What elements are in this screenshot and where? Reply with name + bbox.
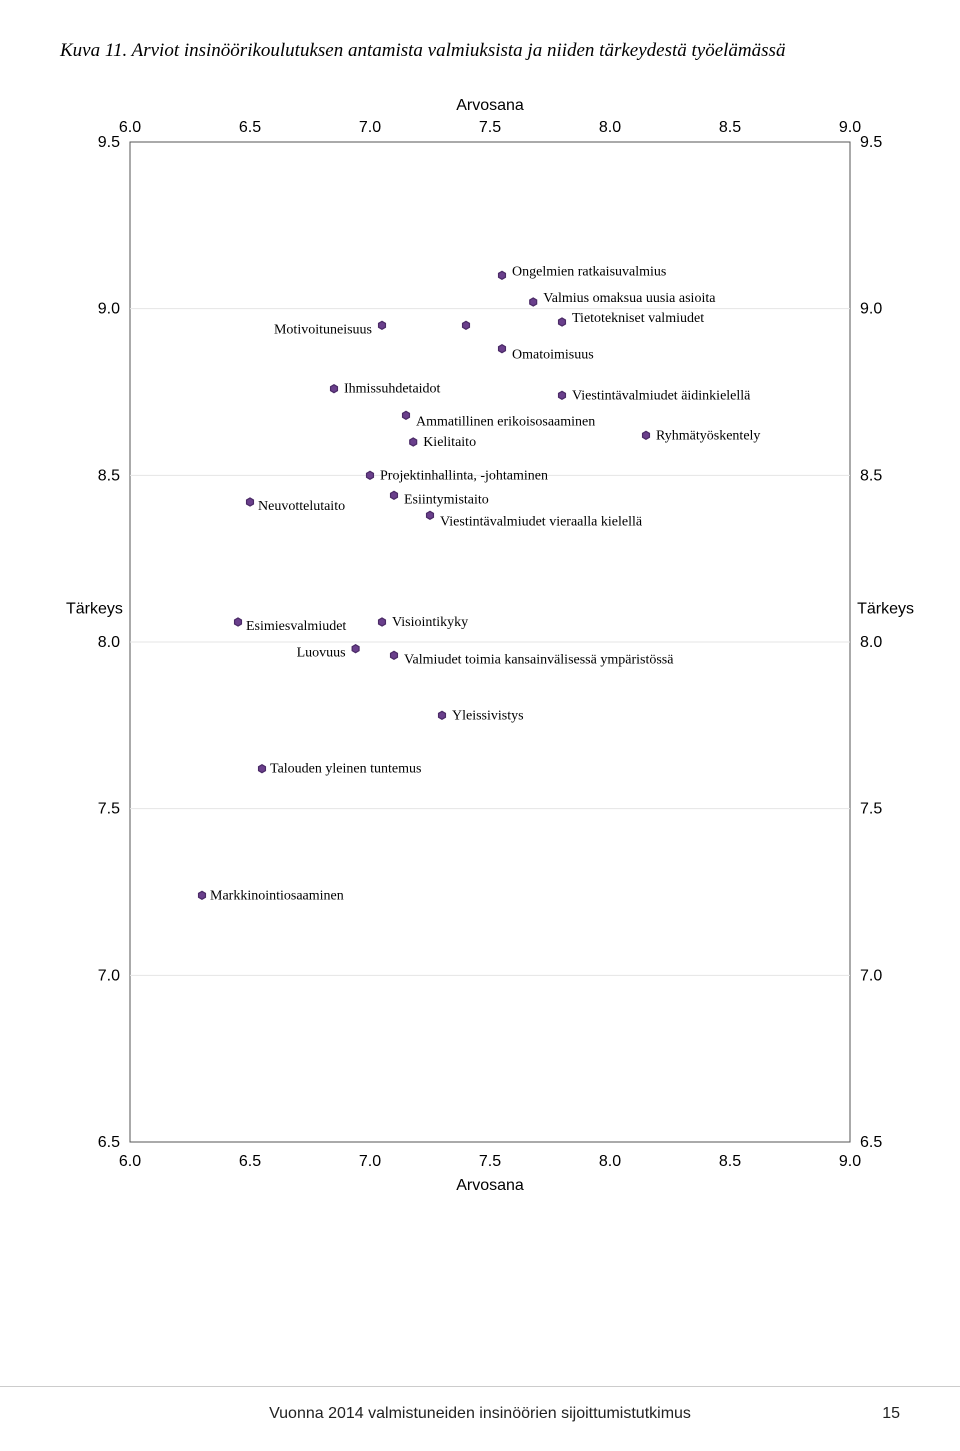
svg-text:7.0: 7.0 [860,967,882,984]
svg-text:9.5: 9.5 [860,134,882,151]
svg-text:8.5: 8.5 [98,467,120,484]
svg-text:Ryhmätyöskentely: Ryhmätyöskentely [656,428,760,443]
svg-text:Esiintymistaito: Esiintymistaito [404,492,489,507]
svg-text:Motivoituneisuus: Motivoituneisuus [274,322,372,337]
svg-text:8.0: 8.0 [599,1153,621,1170]
svg-text:Valmius omaksua uusia asioita: Valmius omaksua uusia asioita [543,291,716,306]
svg-text:6.5: 6.5 [239,1153,261,1170]
svg-text:7.5: 7.5 [860,801,882,818]
svg-text:Tietotekniset valmiudet: Tietotekniset valmiudet [572,311,704,326]
svg-text:Visiointikyky: Visiointikyky [392,615,468,630]
svg-text:Ihmissuhdetaidot: Ihmissuhdetaidot [344,382,441,397]
svg-text:8.0: 8.0 [98,634,120,651]
svg-text:7.0: 7.0 [359,1153,381,1170]
svg-text:Arvosana: Arvosana [456,97,524,114]
svg-text:6.0: 6.0 [119,1153,141,1170]
svg-text:7.5: 7.5 [479,119,501,136]
svg-text:9.0: 9.0 [839,119,861,136]
svg-text:Ammatillinen erikoisosaaminen: Ammatillinen erikoisosaaminen [416,414,595,429]
svg-text:Ongelmien ratkaisuvalmius: Ongelmien ratkaisuvalmius [512,264,666,279]
scatter-chart: Arvosana 6.0 6.5 7.0 7.5 8.0 8.5 9.0 6.5 7.0 7.5 8.… [60,92,900,1242]
svg-text:8.0: 8.0 [599,119,621,136]
chart-title: Kuva 11. Arviot insinöörikoulutuksen ant… [60,40,900,62]
svg-text:Neuvottelutaito: Neuvottelutaito [258,499,345,514]
svg-text:Esimiesvalmiudet: Esimiesvalmiudet [246,619,346,634]
svg-text:7.5: 7.5 [479,1153,501,1170]
page-footer: Vuonna 2014 valmistuneiden insinöörien s… [0,1386,960,1423]
svg-text:Viestintävalmiudet vieraalla k: Viestintävalmiudet vieraalla kielellä [440,514,643,529]
svg-text:Markkinointiosaaminen: Markkinointiosaaminen [210,888,344,903]
svg-text:Kielitaito: Kielitaito [423,435,476,450]
svg-text:Omatoimisuus: Omatoimisuus [512,348,594,363]
svg-text:Projektinhallinta, -johtaminen: Projektinhallinta, -johtaminen [380,468,548,483]
svg-text:6.0: 6.0 [119,119,141,136]
footer-text: Vuonna 2014 valmistuneiden insinöörien s… [269,1405,691,1422]
svg-text:8.5: 8.5 [860,467,882,484]
svg-text:6.5: 6.5 [98,1134,120,1151]
svg-text:Viestintävalmiudet äidinkielel: Viestintävalmiudet äidinkielellä [572,388,751,403]
svg-text:9.0: 9.0 [839,1153,861,1170]
svg-text:8.0: 8.0 [860,634,882,651]
svg-text:8.5: 8.5 [719,119,741,136]
svg-text:7.0: 7.0 [98,967,120,984]
svg-text:Valmiudet toimia kansainvälise: Valmiudet toimia kansainvälisessä ympäri… [404,652,674,667]
svg-text:9.0: 9.0 [860,301,882,318]
page-number: 15 [882,1405,900,1423]
svg-text:Yleissivistys: Yleissivistys [452,708,524,723]
svg-text:9.5: 9.5 [98,134,120,151]
svg-text:7.5: 7.5 [98,801,120,818]
svg-text:6.5: 6.5 [860,1134,882,1151]
svg-text:8.5: 8.5 [719,1153,741,1170]
svg-text:9.0: 9.0 [98,301,120,318]
svg-text:Tärkeys: Tärkeys [857,600,914,617]
svg-text:Talouden yleinen tuntemus: Talouden yleinen tuntemus [270,762,421,777]
svg-text:Arvosana: Arvosana [456,1177,524,1194]
svg-text:Tärkeys: Tärkeys [66,600,123,617]
svg-text:6.5: 6.5 [239,119,261,136]
svg-text:Luovuus: Luovuus [297,646,346,661]
svg-text:7.0: 7.0 [359,119,381,136]
